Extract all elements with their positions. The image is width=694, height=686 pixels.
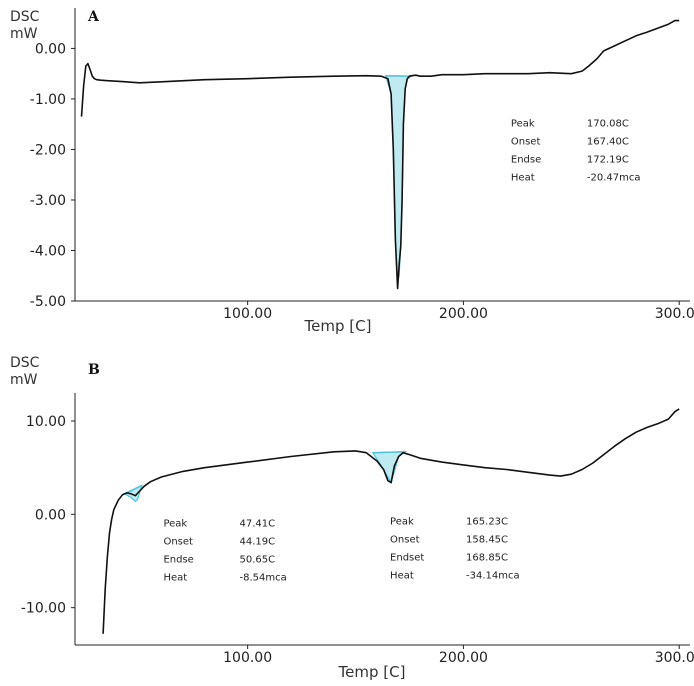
panel-b-label: B bbox=[88, 362, 100, 378]
annotation-value: -34.14mca bbox=[466, 571, 520, 582]
annotation-label: Onset bbox=[390, 535, 420, 546]
panel-a-chart: DSC mW A Temp [C] 100.00 200.00 300.00 0.00… bbox=[10, 8, 694, 335]
annotation-value: 168.85C bbox=[466, 553, 508, 564]
x-tick-label: 300.00 bbox=[655, 306, 694, 322]
peak-integration-area bbox=[371, 451, 408, 485]
annotation-value: 172.19C bbox=[587, 155, 629, 166]
x-tick-label: 300.00 bbox=[655, 650, 694, 666]
annotation-label: Peak bbox=[390, 517, 414, 528]
annotation-value: -20.47mca bbox=[587, 173, 641, 184]
panel-b-chart: DSC mW B Temp [C] 100.00 200.00 300.00 10.0… bbox=[10, 355, 694, 681]
y-tick-label: -2.00 bbox=[30, 142, 66, 158]
panel-b-xlabel: Temp [C] bbox=[338, 663, 406, 681]
panel-a-label: A bbox=[87, 9, 100, 25]
annotation-label: Endse bbox=[511, 155, 541, 166]
y-tick-label: 0.00 bbox=[35, 507, 66, 523]
annotation-label: Heat bbox=[511, 173, 535, 184]
peak-baseline bbox=[385, 74, 412, 77]
y-tick-label: -5.00 bbox=[30, 294, 66, 310]
x-tick-label: 200.00 bbox=[439, 306, 488, 322]
annotation-value: 47.41C bbox=[239, 518, 275, 529]
x-tick-label: 100.00 bbox=[223, 650, 272, 666]
y-tick-label: -10.00 bbox=[21, 601, 66, 617]
annotation-label: Heat bbox=[390, 571, 414, 582]
x-tick-label: 100.00 bbox=[223, 306, 272, 322]
annotation-value: 44.19C bbox=[239, 536, 275, 547]
annotation-value: -8.54mca bbox=[239, 572, 286, 583]
annotation-value: 165.23C bbox=[466, 517, 508, 528]
dsc-trace-line bbox=[102, 408, 680, 634]
panel-a-xlabel: Temp [C] bbox=[304, 317, 372, 335]
annotation-value: 50.65C bbox=[239, 554, 275, 565]
y-tick-label: 0.00 bbox=[35, 41, 66, 57]
y-tick-label: -3.00 bbox=[30, 193, 66, 209]
y-tick-label: 10.00 bbox=[26, 414, 66, 430]
peak-integration-area bbox=[384, 75, 414, 281]
panel-a-ylabel-dsc: DSC bbox=[10, 9, 40, 25]
annotation-label: Heat bbox=[163, 572, 187, 583]
panel-a-ylabel-unit: mW bbox=[10, 26, 38, 42]
panel-b-ylabel-unit: mW bbox=[10, 372, 38, 388]
y-tick-label: -1.00 bbox=[30, 92, 66, 108]
x-tick-label: 200.00 bbox=[439, 650, 488, 666]
peak-baseline bbox=[372, 451, 406, 454]
dsc-trace-line bbox=[80, 19, 680, 290]
annotation-label: Peak bbox=[163, 518, 187, 529]
panel-b-ylabel-dsc: DSC bbox=[10, 355, 40, 371]
annotation-label: Peak bbox=[511, 119, 535, 130]
annotation-value: 170.08C bbox=[587, 119, 629, 130]
annotation-label: Endset bbox=[390, 553, 424, 564]
annotation-label: Endse bbox=[163, 554, 193, 565]
y-tick-label: -4.00 bbox=[30, 243, 66, 259]
annotation-value: 167.40C bbox=[587, 137, 629, 148]
annotation-label: Onset bbox=[511, 137, 541, 148]
annotation-value: 158.45C bbox=[466, 535, 508, 546]
annotation-label: Onset bbox=[163, 536, 193, 547]
